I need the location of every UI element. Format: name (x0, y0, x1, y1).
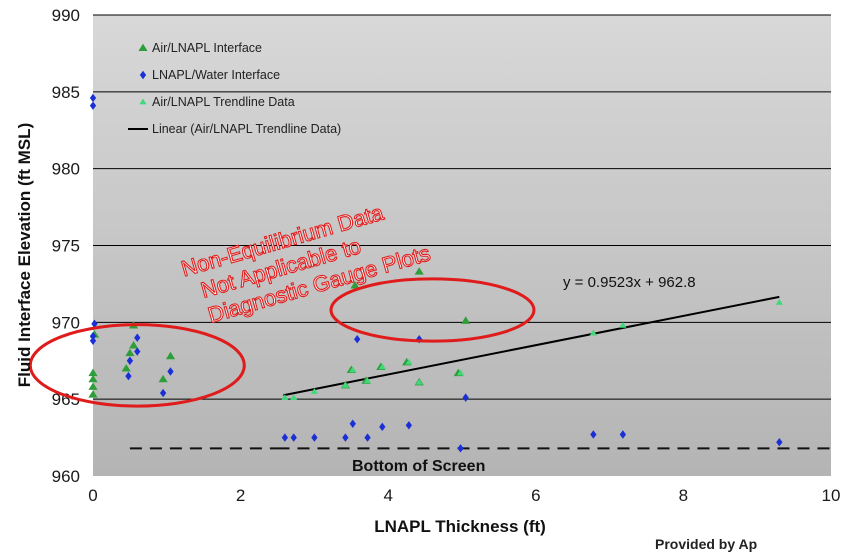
series-0-point-13 (461, 316, 471, 324)
series-1-point-17 (342, 433, 349, 442)
x-tick-label-2: 2 (236, 486, 245, 505)
annotation-ellipses (28, 277, 536, 408)
legend-marker-air-lnapl (138, 43, 148, 52)
series-2-point-11 (619, 321, 627, 328)
series-0-point-8 (121, 364, 131, 372)
x-tick-label-4: 4 (383, 486, 392, 505)
series-1-point-8 (125, 371, 132, 381)
y-tick-label-965: 965 (52, 390, 80, 409)
series-2-point-12 (775, 298, 783, 305)
data-points (88, 93, 783, 453)
legend-label-linear-trendline: Linear (Air/LNAPL Trendline Data) (152, 122, 341, 136)
legend-marker-trendline-data (139, 98, 147, 105)
series-1-point-0 (89, 93, 97, 103)
series-0-point-10 (165, 351, 176, 360)
series-1-point-2 (91, 319, 98, 329)
series-1-point-11 (354, 335, 361, 344)
x-axis-ticks: 0 2 4 6 8 10 (88, 486, 840, 505)
series-2-point-6 (378, 363, 386, 370)
footer-credit: Provided by Ap (655, 536, 758, 552)
legend-label-lnapl-water: LNAPL/Water Interface (152, 68, 280, 82)
annotation-ellipse-0 (28, 323, 246, 408)
series-2-point-10 (589, 329, 597, 336)
series-1-point-5 (134, 333, 141, 342)
series-1-point-9 (159, 388, 167, 398)
series-1-point-1 (89, 101, 97, 110)
series-2-point-7 (405, 358, 413, 365)
series-1-point-24 (619, 430, 627, 439)
x-tick-label-10: 10 (822, 486, 841, 505)
gridlines (93, 14, 831, 400)
y-tick-label-975: 975 (52, 237, 80, 256)
series-2-point-2 (310, 388, 318, 394)
y-tick-label-970: 970 (52, 313, 80, 332)
series-1-point-3 (89, 331, 97, 341)
series-1-point-22 (457, 444, 464, 453)
series-0-point-0 (88, 368, 98, 377)
series-1-point-4 (89, 336, 97, 345)
series-1-point-23 (590, 430, 597, 439)
y-axis-title: Fluid Interface Elevation (ft MSL) (15, 123, 34, 387)
x-axis-title: LNAPL Thickness (ft) (374, 517, 546, 536)
x-tick-label-6: 6 (531, 486, 540, 505)
series-2-point-3 (341, 381, 349, 388)
series-0-point-3 (88, 390, 98, 398)
y-axis-ticks: 960 965 970 975 980 985 990 (52, 6, 80, 486)
series-0-point-2 (88, 382, 98, 390)
series-1-point-20 (379, 422, 386, 432)
legend-label-air-lnapl: Air/LNAPL Interface (152, 41, 262, 55)
series-0-point-7 (125, 348, 135, 357)
series-2-point-1 (290, 394, 298, 401)
series-1-point-14 (281, 433, 289, 442)
bottom-of-screen-label: Bottom of Screen (352, 458, 485, 475)
series-2-point-8 (415, 378, 423, 385)
series-1-point-6 (134, 347, 141, 356)
y-tick-label-985: 985 (52, 83, 80, 102)
legend-label-trendline-data: Air/LNAPL Trendline Data (152, 95, 295, 109)
series-1-point-16 (311, 433, 318, 442)
series-1-point-25 (776, 437, 783, 447)
legend-markers (128, 43, 148, 130)
series-1-point-10 (167, 367, 174, 376)
series-0-point-12 (414, 267, 424, 275)
series-1-point-19 (364, 433, 371, 442)
series-1-point-15 (290, 433, 297, 442)
x-tick-label-0: 0 (88, 486, 97, 505)
y-tick-label-990: 990 (52, 6, 80, 25)
series-2-point-5 (363, 377, 372, 384)
series-2-point-4 (349, 366, 357, 373)
annotation-ellipse-1 (329, 277, 536, 343)
y-tick-label-960: 960 (52, 467, 80, 486)
series-0-point-1 (88, 374, 98, 383)
series-0-point-11 (350, 281, 360, 289)
series-1-point-21 (405, 421, 413, 430)
series-1-point-18 (349, 419, 356, 428)
y-tick-label-980: 980 (52, 160, 80, 179)
x-tick-label-8: 8 (679, 486, 688, 505)
trendline-equation: y = 0.9523x + 962.8 (563, 274, 696, 291)
series-1-point-7 (126, 356, 134, 365)
series-1-point-13 (462, 393, 469, 402)
series-0-point-6 (128, 341, 139, 349)
series-0-point-9 (158, 374, 168, 383)
series-2-point-0 (281, 394, 289, 401)
legend: Air/LNAPL Interface LNAPL/Water Interfac… (128, 41, 341, 136)
legend-marker-lnapl-water (139, 70, 147, 80)
series-2-point-9 (456, 369, 465, 376)
